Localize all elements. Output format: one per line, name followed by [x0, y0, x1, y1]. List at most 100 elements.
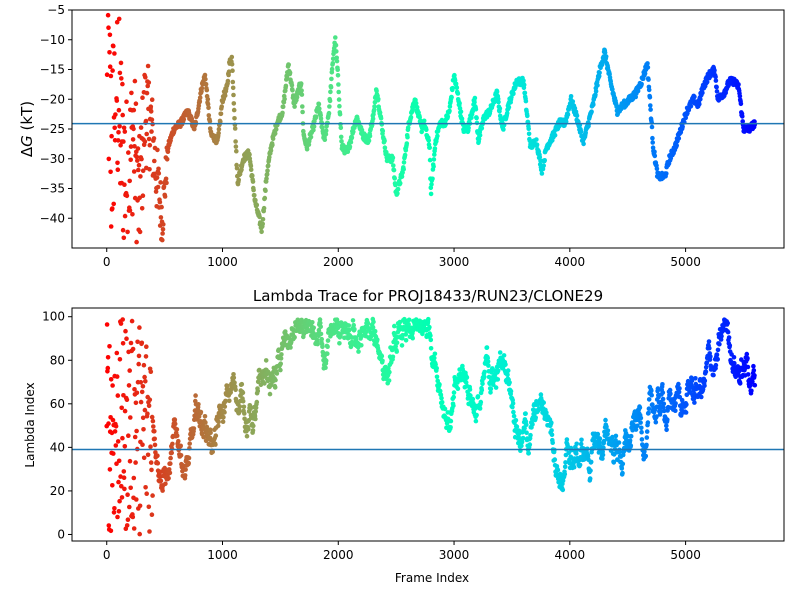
delta-g-point [268, 148, 274, 153]
delta-g-point [140, 168, 146, 173]
delta-g-point [578, 129, 584, 134]
lambda-point [477, 406, 483, 411]
delta-g-point [525, 113, 530, 119]
lambda-point [292, 334, 297, 340]
lambda-point [128, 340, 134, 346]
lambda-point [250, 428, 256, 433]
delta-g-point [247, 152, 252, 157]
delta-g-point [130, 212, 135, 217]
lambda-point [316, 327, 322, 333]
delta-g-point [112, 125, 117, 131]
delta-g-point [197, 99, 203, 104]
delta-g-point [429, 182, 434, 187]
lambda-point [620, 470, 625, 476]
lambda-point [507, 380, 512, 385]
lambda-point [325, 338, 331, 343]
lambda-point [325, 351, 330, 357]
delta-g-point [700, 90, 705, 96]
delta-g-point [431, 157, 437, 162]
lambda-point [242, 416, 247, 422]
lambda-point [679, 397, 685, 403]
lambda-point [110, 417, 116, 423]
lambda-point [149, 467, 154, 473]
lambda-point [242, 411, 247, 416]
lambda-point [160, 488, 165, 493]
delta-g-point [521, 78, 526, 83]
lambda-point [132, 434, 138, 440]
lambda-point [610, 434, 615, 440]
lambda-point [736, 369, 742, 374]
lambda-point [105, 355, 111, 360]
delta-g-point [405, 134, 410, 140]
lambda-point [278, 356, 284, 361]
lambda-point [193, 393, 198, 398]
delta-g-point [692, 94, 697, 100]
delta-g-point [104, 72, 110, 77]
lambda-point [745, 355, 750, 361]
lambda-point [562, 471, 568, 477]
lambda-point [311, 325, 317, 331]
lambda-point [642, 449, 647, 454]
lambda-point [633, 427, 639, 432]
lambda-point [133, 460, 138, 465]
lambda-point [210, 449, 215, 455]
delta-g-point [397, 180, 403, 186]
lambda-point [693, 381, 699, 387]
delta-g-point [714, 89, 720, 94]
delta-g-point [311, 127, 316, 133]
delta-g-point [203, 82, 209, 87]
delta-g-point [144, 90, 150, 96]
delta-g-point [149, 129, 154, 134]
lambda-point [574, 441, 579, 447]
delta-g-point [688, 103, 694, 109]
lambda-point [468, 393, 473, 398]
lambda-point [406, 321, 411, 327]
delta-g-point [327, 104, 332, 109]
delta-g-point [122, 213, 128, 219]
lambda-point [714, 352, 720, 358]
lambda-point [142, 374, 147, 380]
delta-g-point [472, 95, 478, 101]
lambda-point [141, 362, 147, 368]
lambda-point [170, 441, 175, 447]
lambda-point [432, 355, 437, 361]
lambda-point [433, 362, 438, 367]
lambda-point [673, 408, 678, 414]
delta-g-point [371, 107, 377, 113]
delta-g-point [110, 206, 115, 211]
lambda-point [114, 461, 119, 467]
delta-g-point [539, 171, 545, 176]
lambda-point [148, 444, 153, 450]
lambda-point [639, 429, 644, 435]
lambda-point [473, 418, 479, 424]
lambda-point [191, 426, 197, 431]
delta-g-ylabel: ΔG (kT) [18, 101, 36, 157]
delta-g-x-tick-label: 0 [103, 255, 111, 269]
delta-g-point [267, 155, 272, 160]
lambda-point [474, 412, 479, 418]
lambda-point [619, 466, 625, 471]
lambda-point [121, 475, 127, 481]
delta-g-point [132, 78, 138, 84]
delta-g-point [322, 137, 328, 142]
delta-g-point [264, 176, 269, 181]
lambda-point [510, 401, 516, 406]
delta-g-point [652, 149, 657, 154]
lambda-point [352, 327, 357, 332]
delta-g-point [506, 105, 512, 110]
lambda-point [106, 523, 112, 528]
delta-g-point [253, 197, 258, 203]
delta-g-point [522, 90, 528, 96]
delta-g-point [110, 68, 115, 73]
lambda-point [678, 413, 684, 418]
delta-g-point [328, 84, 334, 90]
delta-g-point [323, 128, 329, 133]
lambda-point [225, 383, 230, 389]
lambda-point [145, 452, 151, 458]
lambda-point [274, 371, 280, 376]
lambda-point [719, 334, 724, 339]
delta-g-point [469, 115, 474, 120]
lambda-point [510, 404, 515, 410]
lambda-point [111, 510, 117, 515]
delta-g-point [115, 167, 121, 172]
